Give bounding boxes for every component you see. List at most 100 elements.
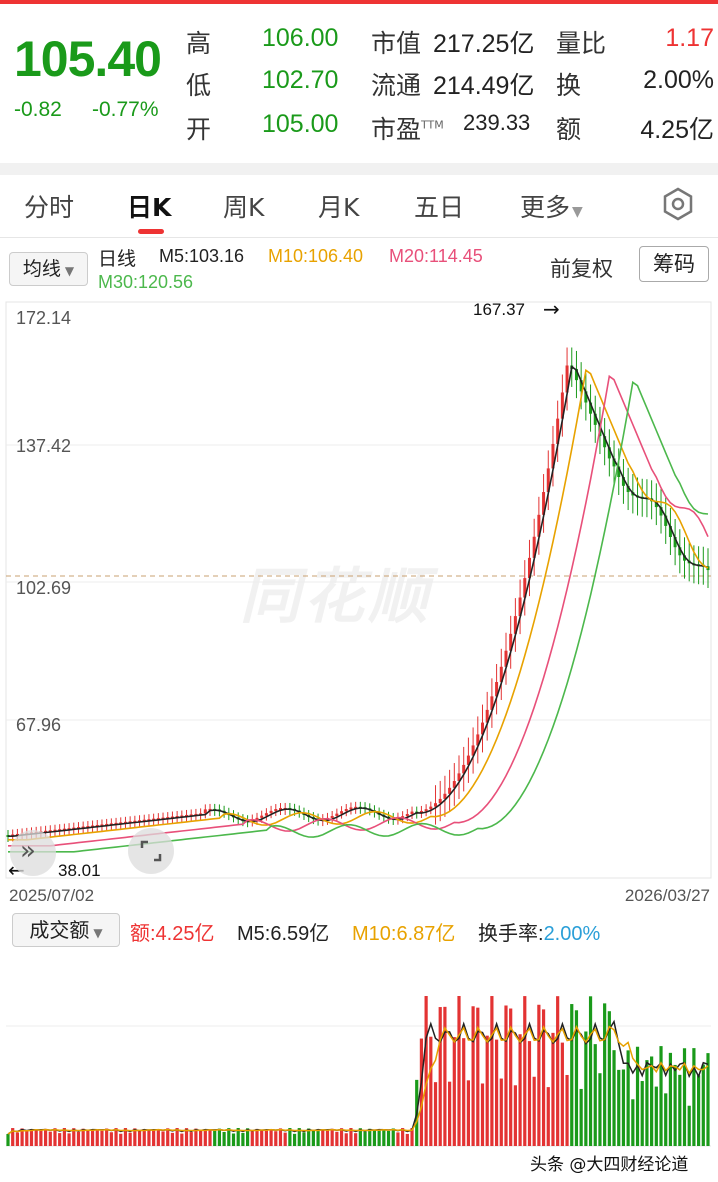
volume-bar — [90, 1129, 95, 1146]
candle-body — [269, 810, 273, 814]
fullscreen-icon — [140, 840, 162, 862]
volume-bar — [6, 1134, 10, 1146]
volume-bar — [316, 1129, 320, 1146]
volume-bar — [565, 1074, 569, 1146]
volume-bar — [184, 1128, 189, 1146]
volume-bar — [86, 1130, 90, 1146]
turnover-legend: 换手率:2.00% — [478, 923, 601, 945]
tab-more[interactable]: 更多 ▼ — [520, 193, 583, 222]
active-tab-indicator — [138, 229, 164, 234]
candle-body — [664, 515, 668, 526]
volume-bar — [673, 1064, 677, 1146]
volume-bar — [650, 1056, 654, 1146]
volume-bar — [170, 1132, 175, 1146]
volume-amount: 额:4.25亿 — [130, 923, 215, 945]
adjust-mode[interactable]: 前复权 — [550, 257, 613, 281]
start-date: 2025/07/02 — [9, 886, 95, 905]
tab-five-day[interactable]: 五日 — [414, 193, 465, 222]
candle-body — [466, 755, 470, 765]
fullscreen-button[interactable] — [128, 828, 174, 874]
volume-bar — [292, 1133, 297, 1146]
kline-chart[interactable] — [0, 300, 718, 880]
volume-m10: M10:6.87亿 — [352, 923, 456, 945]
volume-bar — [15, 1132, 19, 1146]
volume-bar — [105, 1128, 109, 1146]
volume-bar — [48, 1131, 52, 1146]
volume-bar — [617, 1069, 621, 1146]
market-cap-label: 市值 — [371, 29, 422, 58]
volume-bar — [631, 1099, 635, 1146]
volume-bar — [34, 1129, 38, 1146]
volume-bar — [236, 1128, 240, 1146]
ma10-legend: M10:106.40 — [268, 246, 364, 266]
volume-bar — [231, 1133, 236, 1146]
volume-bar — [11, 1128, 15, 1146]
candle-body — [462, 764, 466, 774]
volume-bar — [579, 1088, 583, 1146]
y-label-top: 172.14 — [16, 308, 72, 328]
volume-bar — [509, 1008, 513, 1146]
volume-bar — [269, 1129, 273, 1146]
top-accent-bar — [0, 0, 718, 4]
volume-bar — [448, 1081, 452, 1146]
volume-bar — [433, 1082, 438, 1146]
volume-bar — [152, 1130, 156, 1146]
tabs-divider — [0, 237, 718, 238]
volume-ma-line-0 — [7, 1019, 709, 1135]
volume-bar — [123, 1128, 128, 1146]
candle-body — [424, 809, 428, 812]
candle-body — [452, 781, 456, 788]
candle-body — [678, 547, 682, 556]
tab-weekly-k[interactable]: 周K — [223, 193, 265, 222]
candle-body — [354, 806, 358, 809]
pe-label: 市盈TTM — [371, 115, 444, 144]
candle-body — [607, 447, 611, 459]
candle-body — [396, 817, 400, 820]
high-label: 高 — [186, 29, 212, 58]
tab-monthly-k[interactable]: 月K — [318, 193, 360, 222]
ma-selector[interactable]: 均线 ▼ — [9, 252, 88, 286]
volume-bar — [687, 1105, 691, 1146]
volume-bar — [95, 1129, 99, 1146]
y-label-4: 67.96 — [16, 715, 62, 735]
volume-indicator-selector[interactable]: 成交额 ▼ — [12, 913, 120, 947]
volume-chart[interactable] — [0, 946, 718, 1156]
volume-bar — [640, 1081, 644, 1146]
candle-body — [626, 485, 630, 493]
volume-bar — [161, 1131, 165, 1146]
candle-body — [612, 458, 616, 467]
volume-bar — [570, 1004, 574, 1146]
volume-bar — [697, 1075, 701, 1146]
volume-bar — [288, 1128, 292, 1146]
candle-body — [344, 809, 348, 812]
volume-bar — [58, 1133, 62, 1146]
volume-bar — [264, 1129, 268, 1146]
amount-value: 4.25亿 — [640, 116, 714, 144]
volume-bar — [255, 1128, 259, 1146]
tab-intraday[interactable]: 分时 — [24, 193, 75, 222]
volume-bar — [274, 1131, 278, 1146]
volume-bar — [607, 1011, 611, 1146]
volume-bar — [137, 1131, 142, 1146]
tab-daily-k[interactable]: 日K — [127, 193, 172, 222]
volume-bar — [114, 1128, 118, 1146]
candle-body — [532, 536, 536, 558]
volume-bar — [311, 1130, 315, 1146]
dropdown-arrow-icon: ▼ — [572, 204, 583, 220]
volume-bar — [523, 996, 527, 1146]
end-date: 2026/03/27 — [624, 886, 710, 905]
settings-hexagon-icon[interactable] — [660, 186, 696, 222]
volume-bar — [358, 1128, 362, 1146]
volume-bar — [194, 1128, 198, 1146]
candle-body — [410, 811, 414, 815]
candle-body — [434, 803, 438, 807]
scroll-left-button[interactable]: » — [10, 830, 56, 876]
float-cap-label: 流通 — [371, 71, 422, 100]
volume-bar — [189, 1132, 193, 1146]
volume-bar — [321, 1129, 325, 1146]
chips-button[interactable]: 筹码 — [639, 246, 709, 282]
candle-body — [584, 391, 588, 403]
ma-line-1 — [8, 368, 709, 841]
volume-bar — [349, 1128, 353, 1146]
turnover-value: 2.00% — [643, 66, 714, 94]
